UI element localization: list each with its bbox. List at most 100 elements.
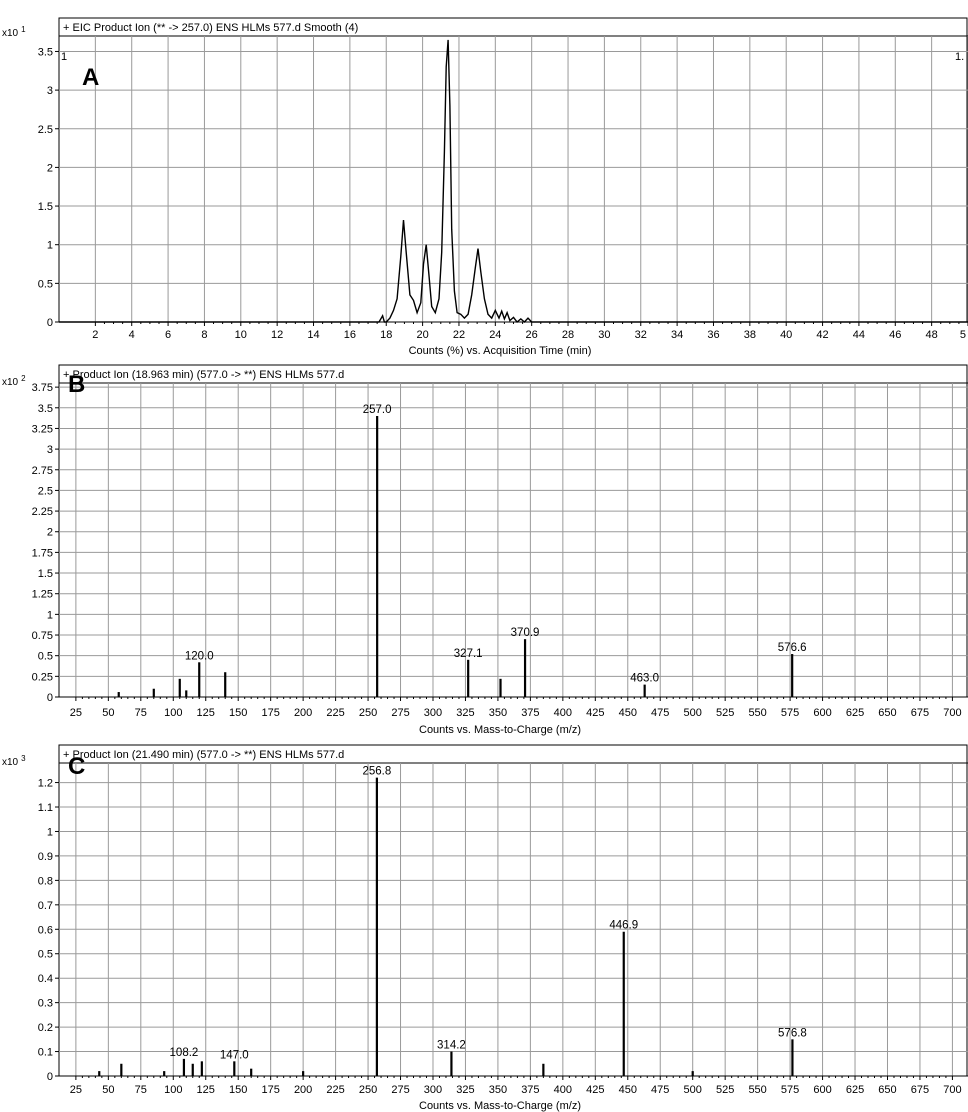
y-tick-label: 3.25 (32, 423, 53, 435)
y-tick-label: 1 (47, 609, 53, 621)
peak-label: 463.0 (630, 673, 659, 685)
y-tick-label: 2.75 (32, 465, 53, 477)
x-tick-label: 300 (424, 707, 442, 719)
chart-title: + Product Ion (18.963 min) (577.0 -> **)… (63, 369, 344, 381)
x-tick-label: 18 (380, 329, 392, 341)
peak-label: 576.8 (778, 1027, 807, 1039)
y-tick-label: 1.5 (38, 201, 53, 213)
gridlines (59, 383, 968, 697)
y-tick-label: 3 (47, 85, 53, 97)
x-tick-label: 325 (456, 707, 474, 719)
y-tick-label: 1.75 (32, 547, 53, 559)
y-exponent: x10 1 (2, 25, 26, 39)
x-tick-label: 46 (889, 329, 901, 341)
x-tick-label: 525 (716, 1084, 734, 1096)
x-tick-label: 700 (943, 1084, 961, 1096)
y-tick-label: 3.75 (32, 382, 53, 394)
x-tick-label: 32 (635, 329, 647, 341)
y-tick-label: 0.5 (38, 651, 53, 663)
x-tick-label: 350 (489, 1084, 507, 1096)
x-tick-label: 425 (586, 1084, 604, 1096)
y-exponent: x10 3 (2, 754, 26, 768)
y-tick-label: 3 (47, 444, 53, 456)
plot-frame (58, 744, 968, 1077)
y-tick-labels: 0 0.25 0.5 0.75 1 1.25 1.5 1.75 2 2.25 2.5 2.75 3 3.2… (32, 382, 59, 704)
x-tick-label: 375 (521, 707, 539, 719)
x-tick-label: 625 (846, 1084, 864, 1096)
y-tick-label: 0.5 (38, 278, 53, 290)
x-tick-label: 550 (748, 707, 766, 719)
y-tick-label: 0.6 (38, 924, 53, 936)
x-tick-label: 275 (391, 707, 409, 719)
x-axis-label: Counts (%) vs. Acquisition Time (min) (409, 345, 592, 357)
x-tick-label: 675 (911, 1084, 929, 1096)
x-tick-label: 22 (453, 329, 465, 341)
series-line (59, 39, 968, 324)
x-tick-label: 250 (359, 1084, 377, 1096)
y-tick-label: 2.5 (38, 124, 53, 136)
peak-label: 256.8 (362, 766, 391, 778)
x-tick-label: 10 (235, 329, 247, 341)
x-tick-label: 6 (165, 329, 171, 341)
x-tick-label: 150 (229, 707, 247, 719)
x-tick-label: 75 (135, 707, 147, 719)
y-tick-label: 0.7 (38, 900, 53, 912)
chart-title: + Product Ion (21.490 min) (577.0 -> **)… (63, 749, 344, 761)
x-tick-label: 26 (526, 329, 538, 341)
x-tick-label: 75 (135, 1084, 147, 1096)
x-tick-label: 575 (781, 707, 799, 719)
x-tick-label: 650 (878, 1084, 896, 1096)
corner-mark-right: 1. (955, 51, 964, 63)
gridlines (59, 763, 968, 1076)
x-tick-label: 48 (926, 329, 938, 341)
peak-label: 257.0 (363, 404, 392, 416)
x-tick-label: 600 (813, 707, 831, 719)
x-tick-label: 450 (619, 707, 637, 719)
y-tick-label: 0 (47, 1071, 53, 1083)
y-tick-label: 0.4 (38, 973, 53, 985)
y-tick-label: 2 (47, 162, 53, 174)
y-tick-label: 0.75 (32, 630, 53, 642)
x-tick-labels: 25 50 75 100 125 150 175 200 225 250 275 300 325 350 3… (70, 697, 962, 719)
x-tick-label: 550 (748, 1084, 766, 1096)
x-tick-label: 34 (671, 329, 683, 341)
x-tick-label: 50 (102, 707, 114, 719)
chart-panel-c: 0 0.1 0.2 0.3 0.4 0.5 0.6 0.7 0.8 0.9 1 1.1 1.2 25 50 7… (2, 744, 968, 1112)
x-tick-label: 400 (554, 707, 572, 719)
x-tick-label: 12 (271, 329, 283, 341)
panel-letter: A (82, 64, 99, 91)
x-tick-label: 475 (651, 1084, 669, 1096)
x-tick-label: 500 (684, 1084, 702, 1096)
plot-frame (58, 17, 968, 323)
x-tick-label: 175 (261, 1084, 279, 1096)
x-tick-label: 600 (813, 1084, 831, 1096)
x-tick-labels: 25 50 75 100 125 150 175 200 225 250 275 300 325 350 3… (70, 1076, 962, 1096)
x-tick-label: 38 (744, 329, 756, 341)
peaks: 120.0 257.0 327.1 370.9 463.0 576.6 (117, 404, 807, 697)
x-tick-label: 16 (344, 329, 356, 341)
x-tick-label: 700 (943, 707, 961, 719)
x-tick-label: 125 (197, 1084, 215, 1096)
x-tick-label: 425 (586, 707, 604, 719)
x-tick-label: 250 (359, 707, 377, 719)
x-tick-label: 150 (229, 1084, 247, 1096)
x-tick-label: 20 (416, 329, 428, 341)
x-tick-label: 450 (619, 1084, 637, 1096)
y-tick-label: 1 (47, 826, 53, 838)
x-tick-label: 200 (294, 707, 312, 719)
x-tick-label: 50 (102, 1084, 114, 1096)
x-tick-label: 650 (878, 707, 896, 719)
x-tick-label: 475 (651, 707, 669, 719)
x-tick-label: 24 (489, 329, 501, 341)
chart-panel-a: 00.511.522.533.52 4 6 8 10 12 14 16 18 20 22 24 26 28… (2, 17, 968, 357)
y-tick-label: 0.1 (38, 1047, 53, 1059)
peaks: 108.2 147.0 256.8 314.2 446.9 576.8 (98, 766, 807, 1076)
x-tick-label: 100 (164, 707, 182, 719)
x-tick-label: 44 (853, 329, 865, 341)
x-tick-label: 325 (456, 1084, 474, 1096)
x-tick-label: 375 (521, 1084, 539, 1096)
y-tick-label: 1.2 (38, 778, 53, 790)
x-axis-label: Counts vs. Mass-to-Charge (m/z) (419, 1100, 581, 1112)
x-tick-label: 2 (92, 329, 98, 341)
